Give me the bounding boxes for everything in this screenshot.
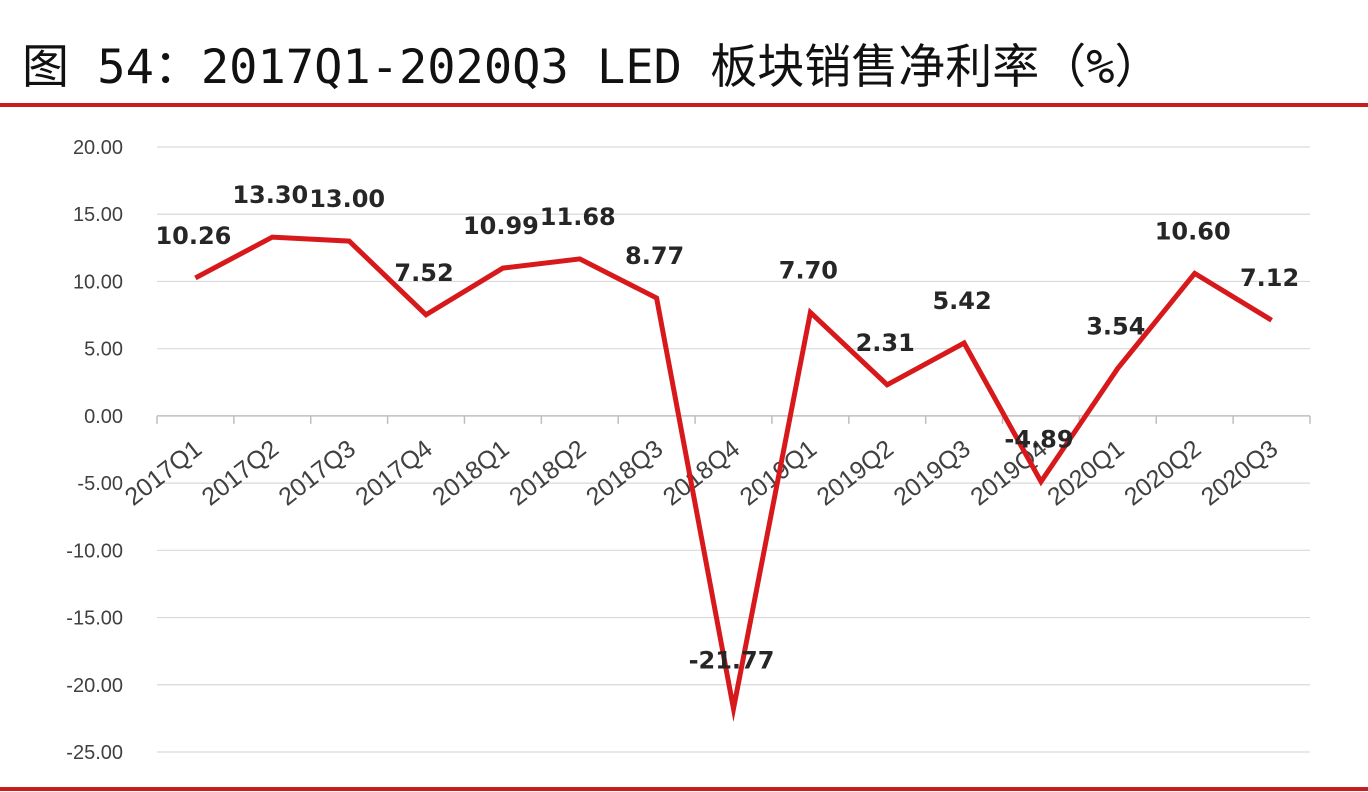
data-label: 5.42 [932, 287, 991, 315]
x-tick-label: 2019Q2 [812, 435, 899, 512]
data-label: 13.30 [232, 181, 308, 209]
data-label: 10.99 [463, 212, 539, 240]
data-label: 13.00 [309, 185, 385, 213]
x-tick-label: 2017Q1 [120, 435, 207, 512]
data-label: 7.52 [394, 259, 453, 287]
data-label: 7.70 [779, 256, 838, 284]
x-tick-label: 2017Q2 [197, 435, 284, 512]
y-tick-label: 0.00 [84, 406, 123, 428]
y-tick-label: 5.00 [84, 339, 123, 361]
data-label: -21.77 [689, 647, 775, 675]
data-label: 11.68 [540, 203, 616, 231]
series-line [194, 234, 1273, 722]
x-tick-label: 2020Q3 [1196, 435, 1283, 512]
y-tick-label: -20.00 [66, 675, 123, 697]
data-label: 10.60 [1155, 217, 1231, 245]
title-divider [0, 103, 1368, 107]
gridlines [157, 146, 1310, 753]
data-label: 7.12 [1240, 264, 1299, 292]
y-tick-label: 20.00 [73, 137, 123, 159]
y-tick-label: -10.00 [66, 540, 123, 562]
data-label: -4.89 [1004, 426, 1073, 454]
series-net-margin [194, 234, 1273, 722]
x-tick-label: 2018Q4 [658, 434, 745, 511]
chart-title: 图 54：2017Q1-2020Q3 LED 板块销售净利率（%） [22, 40, 1162, 95]
x-tick-label: 2019Q3 [888, 435, 975, 512]
data-label: 8.77 [625, 242, 684, 270]
y-tick-label: -25.00 [66, 742, 123, 764]
bottom-divider [0, 787, 1368, 791]
x-tick-label: 2018Q2 [504, 435, 591, 512]
y-tick-label: 15.00 [73, 204, 123, 226]
y-tick-label: 10.00 [73, 271, 123, 293]
data-label: 3.54 [1086, 312, 1145, 340]
x-tick-label: 2017Q3 [274, 435, 361, 512]
x-tick-label: 2017Q4 [350, 434, 437, 511]
x-axis [156, 415, 1311, 424]
y-axis-ticks: 20.00 15.00 10.00 5.00 0.00 -5.00 -10.00 -15.00… [66, 137, 123, 764]
x-tick-label: 2020Q2 [1119, 435, 1206, 512]
y-tick-label: -5.00 [77, 473, 123, 495]
data-label: 10.26 [155, 222, 231, 250]
x-tick-label: 2018Q1 [427, 435, 514, 512]
x-tick-label: 2018Q3 [581, 435, 668, 512]
x-axis-ticks: 2017Q12017Q22017Q32017Q42018Q12018Q22018… [120, 434, 1283, 511]
y-tick-label: -15.00 [66, 608, 123, 630]
data-label: 2.31 [856, 329, 915, 357]
